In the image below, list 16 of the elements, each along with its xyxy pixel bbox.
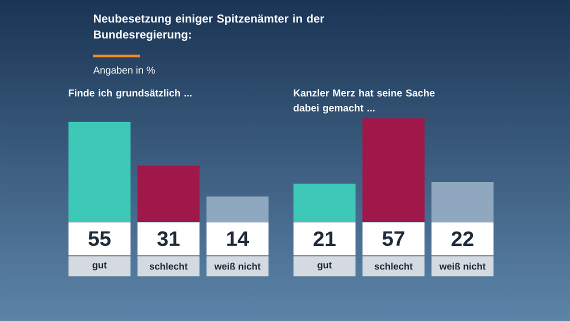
data-label: 55	[88, 231, 111, 246]
chart-title: Finde ich grundsätzlich ...	[68, 89, 192, 99]
x-tick-label: weiß nicht	[214, 262, 261, 270]
data-label: 21	[314, 231, 336, 246]
data-label: 14	[227, 232, 250, 246]
x-tick-label: schlecht	[150, 262, 188, 270]
data-label: 31	[157, 231, 180, 246]
chart-title: Kanzler Merz hat seine Sache dabei gemacht ...	[294, 89, 435, 114]
x-tick-label: gut	[92, 262, 107, 270]
x-tick-label: weiß nicht	[439, 262, 486, 270]
data-label: 22	[452, 231, 474, 246]
data-label: 57	[382, 231, 404, 246]
x-tick-label: schlecht	[374, 262, 413, 270]
text: Angaben in %	[93, 66, 155, 76]
x-tick-label: gut	[318, 262, 332, 270]
text: Neubesetzung einiger Spitzenämter in der Bundesregierung:	[94, 14, 324, 41]
